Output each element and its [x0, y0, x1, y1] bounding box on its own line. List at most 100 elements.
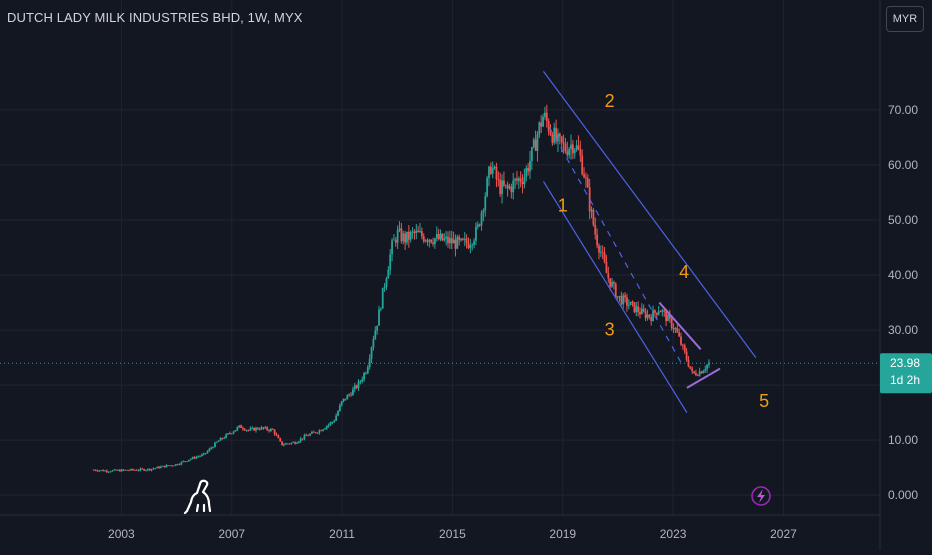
candle-body	[387, 269, 390, 279]
candle-body	[309, 433, 311, 436]
candle-body	[256, 427, 259, 430]
trend-line[interactable]	[686, 367, 721, 389]
candle-body	[704, 369, 707, 371]
candle-body	[564, 143, 567, 152]
candle-body	[187, 459, 190, 462]
candle-body	[683, 345, 686, 352]
candle-body	[167, 465, 170, 467]
candle-body	[221, 438, 224, 439]
candle-body	[199, 455, 201, 457]
candle-body	[611, 282, 613, 287]
candle-body	[476, 224, 479, 227]
candle-body	[506, 184, 509, 189]
trend-line[interactable]	[548, 126, 682, 364]
candle-body	[599, 251, 602, 253]
candle-body	[130, 469, 132, 471]
candle-body	[646, 314, 649, 319]
candle-body	[389, 254, 392, 270]
candle-body	[419, 231, 421, 233]
candle-body	[160, 466, 162, 469]
candle-body	[497, 179, 500, 180]
candle-body	[325, 425, 328, 429]
candle-body	[504, 184, 507, 186]
candle-body	[581, 155, 584, 175]
candle-body	[536, 134, 539, 151]
candle-body	[519, 178, 522, 182]
candle-body	[294, 442, 297, 444]
candle-body	[322, 429, 324, 431]
candle-body	[158, 466, 160, 469]
candle-body	[189, 458, 192, 460]
x-tick-label: 2003	[108, 527, 135, 541]
wave-label: 5	[759, 391, 769, 411]
candle-body	[560, 136, 563, 143]
candle-body	[585, 177, 587, 179]
candle-body	[547, 121, 550, 132]
candle-body	[145, 470, 147, 471]
lightning-bolt	[757, 489, 765, 503]
candle-body	[700, 371, 703, 374]
candle-body	[240, 425, 242, 428]
candle-body	[475, 226, 477, 241]
candle-body	[249, 428, 252, 431]
candle-body	[417, 230, 420, 233]
candle-body	[201, 454, 203, 456]
candle-body	[113, 469, 116, 471]
candle-body	[378, 309, 380, 326]
candle-body	[227, 433, 229, 435]
trend-line[interactable]	[542, 71, 757, 358]
candle-body	[489, 166, 492, 174]
wave-label: 2	[605, 91, 615, 111]
candle-body	[566, 151, 569, 156]
candle-body	[318, 430, 321, 433]
candle-body	[695, 372, 697, 376]
candle-body	[577, 145, 580, 150]
candle-body	[529, 160, 531, 172]
candle-body	[184, 461, 187, 463]
lightning-icon[interactable]	[751, 486, 771, 506]
candle-body	[434, 238, 436, 244]
candle-body	[454, 239, 457, 249]
candle-body	[495, 166, 498, 180]
candle-body	[693, 371, 695, 373]
candle-body	[366, 366, 369, 374]
candle-body	[146, 468, 149, 471]
candle-body	[374, 330, 377, 340]
candle-body	[212, 447, 214, 448]
candle-body	[150, 468, 153, 471]
candle-body	[406, 231, 408, 243]
candle-body	[568, 148, 571, 156]
candle-body	[525, 168, 528, 177]
candle-body	[191, 457, 194, 459]
candle-body	[447, 236, 449, 244]
y-tick-label: 70.00	[888, 103, 918, 117]
y-tick-label: 10.00	[888, 433, 918, 447]
candle-body	[242, 427, 244, 430]
trend-line[interactable]	[658, 301, 702, 350]
candle-body	[573, 149, 576, 154]
candle-body	[482, 210, 485, 213]
candle-body	[161, 465, 164, 467]
currency-button[interactable]: MYR	[886, 6, 924, 32]
candle-body	[665, 311, 667, 322]
candle-body	[385, 278, 388, 287]
candle-body	[670, 318, 673, 328]
candle-body	[616, 296, 619, 298]
candle-body	[245, 430, 248, 431]
trend-line[interactable]	[542, 181, 688, 413]
candle-body	[637, 306, 640, 313]
candle-body	[601, 251, 604, 253]
dinosaur-logo-icon[interactable]	[183, 479, 212, 515]
candle-body	[174, 464, 177, 466]
candle-body	[620, 295, 623, 305]
candle-body	[139, 468, 142, 471]
candle-body	[629, 301, 632, 306]
candle-body	[540, 122, 543, 127]
candle-body	[463, 238, 466, 240]
candle-body	[303, 435, 306, 439]
candle-body	[290, 442, 293, 444]
candle-body	[258, 429, 261, 430]
x-tick-label: 2007	[218, 527, 245, 541]
